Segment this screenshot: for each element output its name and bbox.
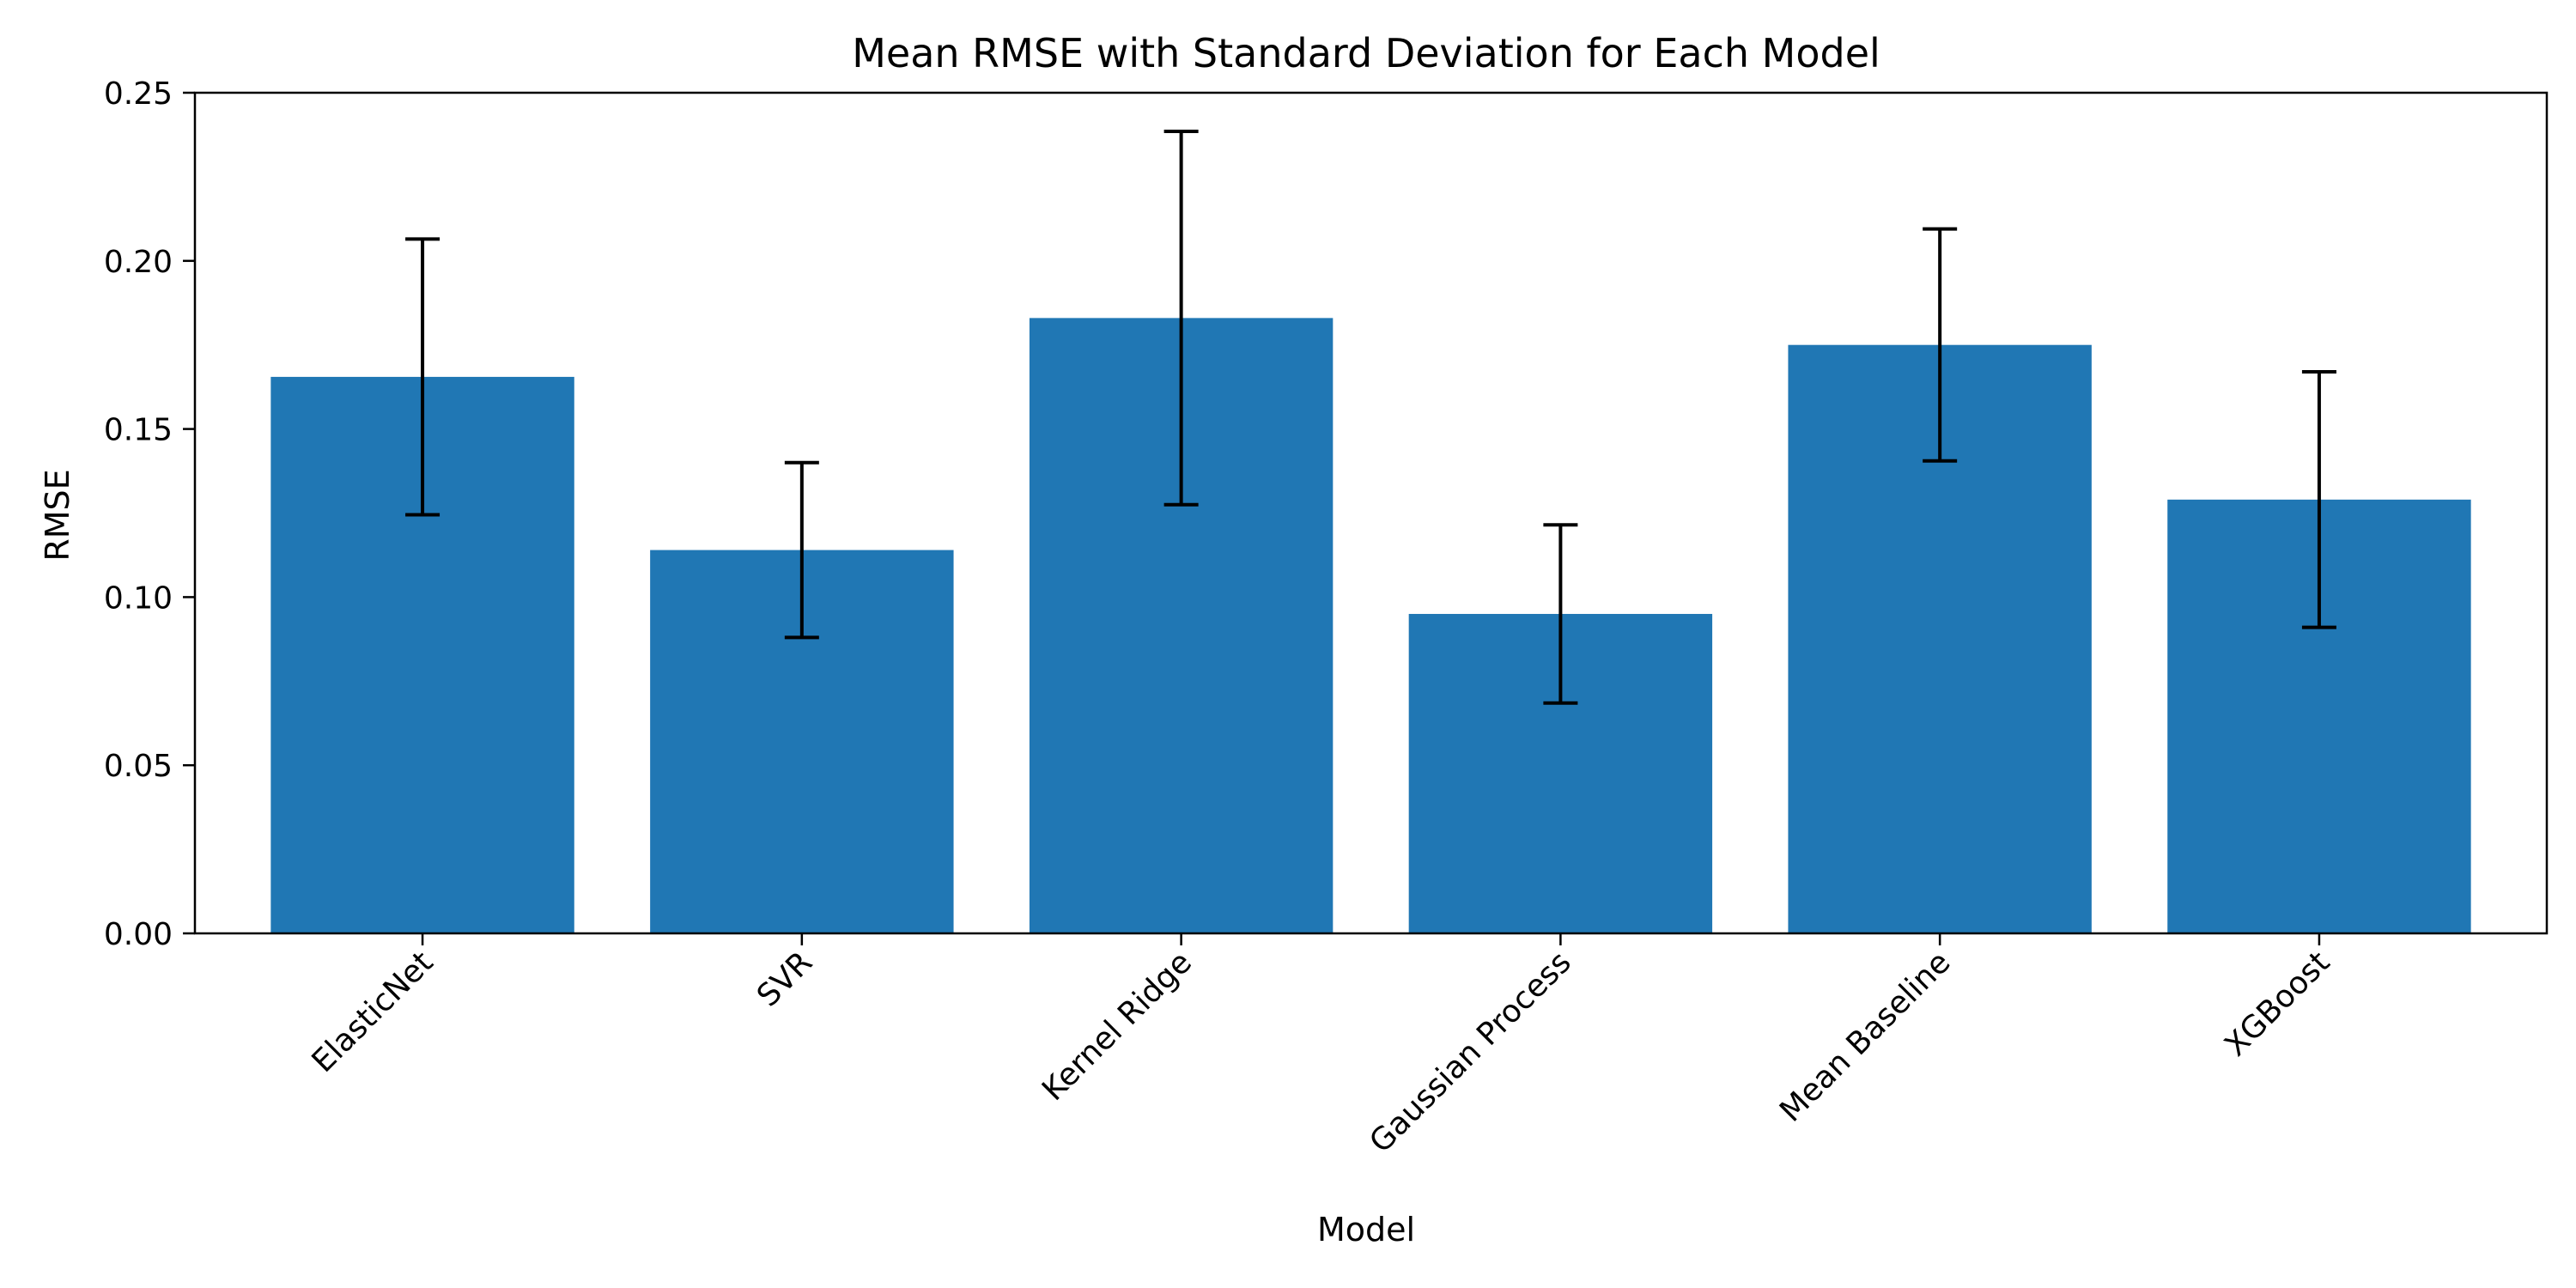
y-tick-label-4: 0.20 <box>104 245 173 280</box>
y-tick-label-0: 0.00 <box>104 917 173 952</box>
plot-area: 0.00 0.05 0.10 0.15 0.20 0.25 ElasticNet SVR Ker… <box>104 76 2549 1160</box>
x-tick-label-3: Gaussian Process <box>1363 945 1577 1159</box>
plot-frame <box>193 91 2549 935</box>
error-bar-5 <box>2301 370 2336 629</box>
x-tick-label-5: XGBoost <box>2218 945 2336 1063</box>
y-tick-label-1: 0.05 <box>104 749 173 784</box>
y-tick-label-5: 0.25 <box>104 76 173 112</box>
error-bar-3 <box>1543 523 1578 705</box>
y-tick-label-3: 0.15 <box>104 413 173 448</box>
y-tick-label-2: 0.10 <box>104 580 173 616</box>
x-tick-label-2: Kernel Ridge <box>1036 945 1199 1108</box>
chart-title: Mean RMSE with Standard Deviation for Ea… <box>852 30 1880 76</box>
error-bar-2 <box>1163 130 1199 507</box>
error-bar-1 <box>784 460 819 640</box>
x-tick-label-1: SVR <box>750 945 819 1013</box>
error-bar-0 <box>405 237 440 517</box>
y-axis-label: RMSE <box>39 469 76 561</box>
x-tick-label-4: Mean Baseline <box>1773 945 1957 1128</box>
x-tick-label-0: ElasticNet <box>306 945 440 1079</box>
error-bar-4 <box>1923 227 1958 463</box>
x-axis-label: Model <box>1317 1211 1415 1249</box>
